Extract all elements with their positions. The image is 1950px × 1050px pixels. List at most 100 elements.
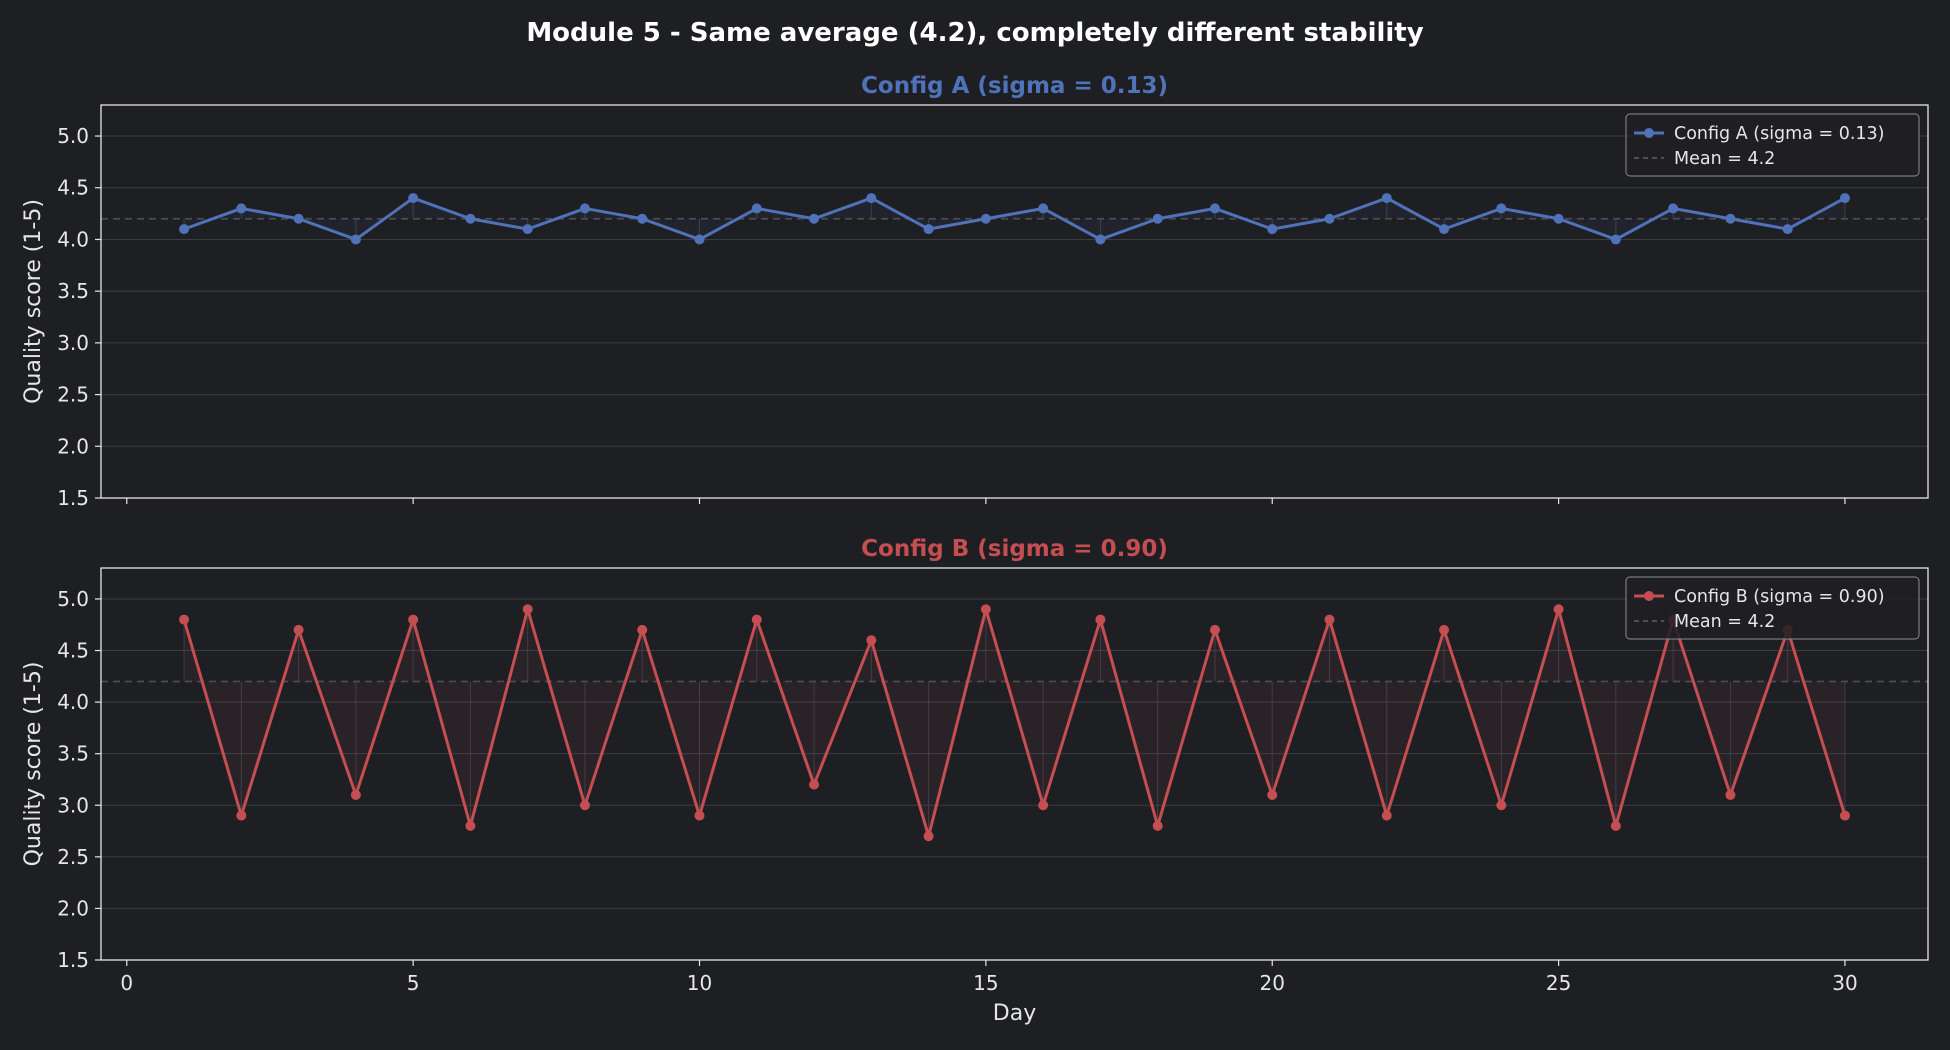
y-tick-label: 3.5 [57,742,89,766]
y-tick-label: 3.0 [57,793,89,817]
data-point [1267,789,1278,800]
legend: Config A (sigma = 0.13) Mean = 4.2 [1625,113,1920,177]
figure-title: Module 5 - Same average (4.2), completel… [526,18,1423,48]
data-point [637,213,648,224]
data-point [923,831,934,842]
data-point [1782,224,1793,235]
legend-mean-label: Mean = 4.2 [1674,612,1775,632]
data-point [751,614,762,625]
data-point [809,213,820,224]
x-tick-label: 5 [407,971,420,995]
y-tick-label: 3.5 [57,279,89,303]
data-point [980,213,991,224]
data-point [579,203,590,214]
data-point [293,624,304,635]
legend-mean-label: Mean = 4.2 [1674,149,1775,169]
y-tick-label: 1.5 [57,948,89,972]
data-point [694,234,705,245]
x-tick-label: 0 [120,971,133,995]
series-line-config-a [183,196,1846,241]
data-point [1725,789,1736,800]
data-point [579,800,590,811]
legend-series-label: Config B (sigma = 0.90) [1674,587,1885,607]
x-tick-label: 10 [687,971,712,995]
y-axis-label: Quality score (1-5) [21,199,46,404]
data-point [980,604,991,615]
data-point [1439,624,1450,635]
data-point [694,810,705,821]
data-point [1095,614,1106,625]
data-point [751,203,762,214]
data-point [1209,624,1220,635]
x-tick-label: 30 [1832,971,1857,995]
series-line-config-b [182,607,1847,838]
legend-series-label: Config A (sigma = 0.13) [1674,124,1885,144]
data-point [1038,203,1049,214]
data-point [1610,820,1621,831]
data-point [522,224,533,235]
chart-title: Config B (sigma = 0.90) [861,536,1168,562]
data-point [1725,213,1736,224]
data-point [1324,614,1335,625]
data-point [1095,234,1106,245]
data-point [1839,193,1850,204]
legend: Config B (sigma = 0.90) Mean = 4.2 [1625,576,1920,640]
data-point [637,624,648,635]
legend-series-marker [1644,128,1654,138]
data-point [1381,193,1392,204]
y-tick-label: 5.0 [57,587,89,611]
data-point [350,234,361,245]
data-point [350,789,361,800]
axes-frame [100,104,1929,499]
data-point [1152,213,1163,224]
chart-title: Config A (sigma = 0.13) [861,73,1168,99]
x-tick-label: 25 [1546,971,1571,995]
data-point [866,193,877,204]
data-point [293,213,304,224]
data-point [1439,224,1450,235]
data-point [408,614,419,625]
data-point [1496,203,1507,214]
y-tick-label: 3.0 [57,331,89,355]
data-point [866,635,877,646]
data-point [1610,234,1621,245]
data-point [923,224,934,235]
y-tick-label: 2.5 [57,845,89,869]
plot-area [101,568,1928,960]
data-point [1496,800,1507,811]
y-tick-label: 5.0 [57,124,89,148]
data-point [1381,810,1392,821]
legend-frame [1625,576,1920,640]
deviation-area [184,609,1845,837]
data-point [1324,213,1335,224]
y-tick-label: 4.5 [57,176,89,200]
y-axis-label: Quality score (1-5) [21,662,46,867]
chart-config-b: 1.5 2.0 2.5 3.0 3.5 4.0 4.5 5.0 0 5 10 15 20 25 30 Conf… [21,536,1929,1026]
axes-frame [100,567,1929,961]
data-point [179,614,190,625]
y-tick-label: 4.0 [57,227,89,251]
data-point [465,213,476,224]
data-point [522,604,533,615]
plot-area [101,105,1928,498]
y-tick-label: 4.0 [57,690,89,714]
data-point [1152,820,1163,831]
x-tick-label: 20 [1260,971,1285,995]
data-point [809,779,820,790]
data-point [1668,203,1679,214]
data-point [1553,213,1564,224]
data-point [465,820,476,831]
y-tick-label: 2.0 [57,896,89,920]
data-point [408,193,419,204]
data-point [1553,604,1564,615]
data-point [1839,810,1850,821]
y-tick-label: 2.5 [57,383,89,407]
data-point [1209,203,1220,214]
x-tick-label: 15 [973,971,998,995]
x-axis-label: Day [993,1001,1036,1026]
data-point [179,224,190,235]
legend-series-marker [1644,591,1654,601]
data-point [1267,224,1278,235]
chart-config-a: 1.5 2.0 2.5 3.0 3.5 4.0 4.5 5.0 Config A (sigma … [21,73,1929,510]
